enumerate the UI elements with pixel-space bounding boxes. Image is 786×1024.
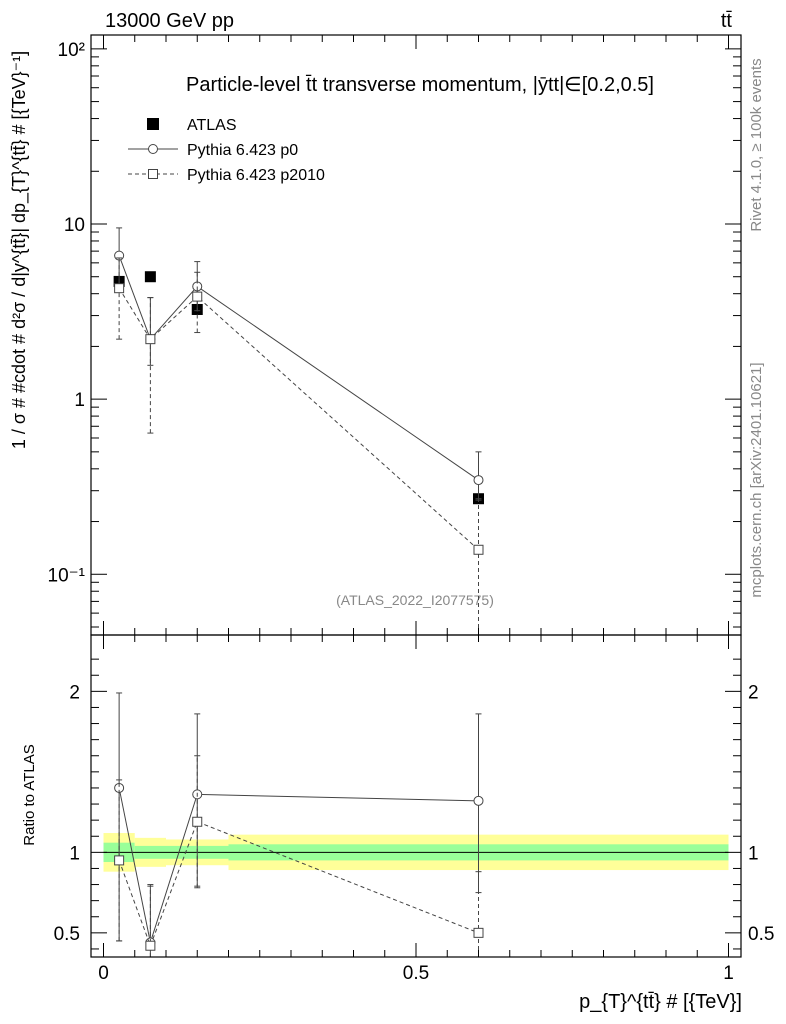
- main-y-tick-label: 10: [64, 215, 85, 236]
- ratio-y-tick-label-right: 1: [748, 843, 759, 864]
- p2010-line: [118, 287, 479, 551]
- chart-title: Particle-level t̄t transverse momentum, …: [186, 74, 654, 96]
- ratio-y-tick-label-right: 2: [748, 682, 759, 703]
- main-data-layer: [113, 227, 484, 635]
- ratio-y-tick-label: 0.5: [54, 924, 80, 945]
- energy-label: 13000 GeV pp: [105, 10, 234, 32]
- p2010-point: [114, 283, 125, 294]
- legend-p2010-marker: [148, 169, 158, 179]
- ratio-p2010-point: [114, 855, 125, 866]
- ratio-y-tick-label-right: 0.5: [748, 924, 774, 945]
- analysis-watermark: (ATLAS_2022_I2077575): [336, 592, 494, 608]
- legend-atlas-marker: [147, 118, 159, 130]
- main-y-tick-label: 10²: [58, 40, 85, 61]
- legend-label: Pythia 6.423 p0: [187, 142, 298, 159]
- legend: ATLAS Pythia 6.423 p0 Pythia 6.423 p2010: [128, 117, 325, 184]
- legend-label: ATLAS: [187, 117, 237, 134]
- ratio-y-tick-label: 1: [69, 843, 80, 864]
- atlas-point: [144, 271, 156, 283]
- ratio-data-layer: [114, 692, 484, 957]
- main-y-tick-label: 10⁻¹: [48, 565, 86, 586]
- x-tick-label: 0: [98, 963, 109, 984]
- ratio-panel: 0 0.5 1 0.5 0.5 1 1 2 2 Ratio to ATLAS: [21, 634, 774, 984]
- p2010-point: [192, 291, 203, 302]
- p0-line: [118, 255, 479, 481]
- ratio-p2010-point: [192, 816, 203, 827]
- process-label: tt̄: [721, 10, 733, 32]
- ratio-p0-line: [118, 787, 479, 945]
- p2010-point: [473, 544, 484, 555]
- ratio-axis-ticks: 0 0.5 1 0.5 0.5 1 1 2 2: [54, 635, 774, 984]
- ratio-p2010-line: [118, 821, 479, 948]
- x-axis-label: p_{T}^{tt̄} # [{TeV}]: [579, 991, 742, 1013]
- ratio-p2010-point: [145, 940, 156, 951]
- ratio-p2010-point: [473, 927, 484, 938]
- x-tick-label: 1: [723, 963, 734, 984]
- ratio-p0-point: [473, 795, 484, 806]
- main-panel: (ATLAS_2022_I2077575) 10⁻¹ 1 10 10² Particl…: [9, 34, 742, 636]
- legend-p0-marker: [148, 144, 158, 154]
- legend-label: Pythia 6.423 p2010: [187, 167, 325, 184]
- mcplots-label: mcplots.cern.ch [arXiv:2401.10621]: [748, 362, 765, 597]
- x-tick-label: 0.5: [403, 963, 429, 984]
- main-y-tick-label: 1: [74, 390, 85, 411]
- rivet-label: Rivet 4.1.0, ≥ 100k events: [748, 58, 765, 231]
- p0-point: [473, 475, 484, 486]
- p2010-point: [145, 334, 156, 345]
- ratio-y-tick-label: 2: [69, 682, 80, 703]
- ratio-y-axis-label: Ratio to ATLAS: [21, 744, 38, 845]
- main-axis-ticks: 10⁻¹ 1 10 10²: [48, 35, 741, 635]
- main-y-axis-label: 1 / σ # #cdot # d²σ / d|y^{tt̄}| dp_{T}^…: [9, 51, 30, 449]
